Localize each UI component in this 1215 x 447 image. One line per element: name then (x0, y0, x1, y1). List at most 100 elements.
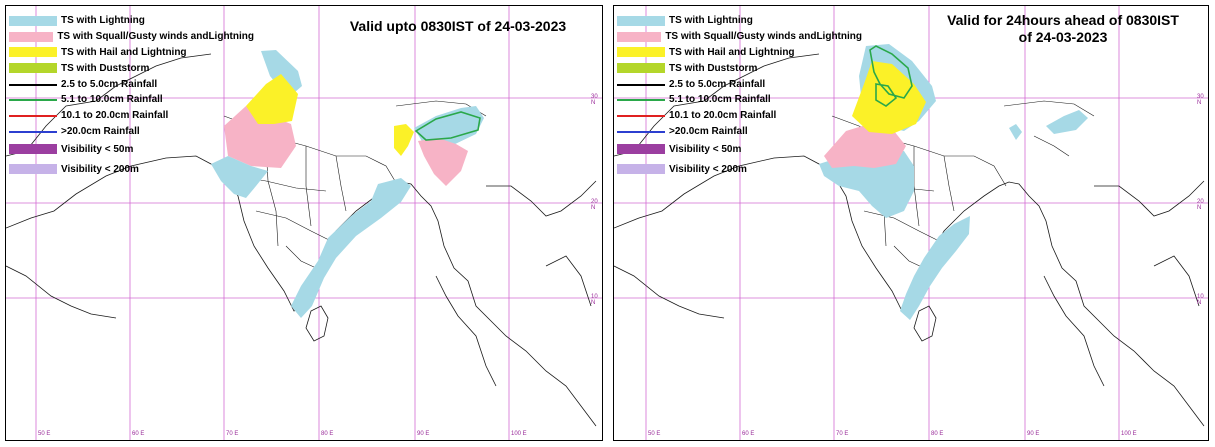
legend-label: Visibility < 200m (669, 163, 747, 175)
lon-tick-label: 50 E (648, 431, 661, 437)
legend-label: 5.1 to 10.0cm Rainfall (669, 94, 771, 106)
legend-item-vis-200: Visibility < 200m (9, 159, 254, 179)
legend-item-ts-lightning: TS with Lightning (617, 13, 862, 29)
lat-tick-label: 20 N (1197, 199, 1204, 211)
legend-swatch (617, 15, 665, 26)
legend-label: 2.5 to 5.0cm Rainfall (61, 78, 158, 90)
lat-lon-grid (614, 6, 1208, 440)
legend-label: TS with Lightning (669, 15, 753, 27)
lon-tick-label: 100 E (1121, 431, 1137, 437)
zone-ts-lightning-east-coast (291, 178, 411, 318)
zone-ts-hail-ne (394, 124, 414, 156)
legend-label: 5.1 to 10.0cm Rainfall (61, 94, 163, 106)
legend-swatch (617, 164, 665, 175)
legend-label: TS with Duststorm (669, 62, 758, 74)
legend-item-ts-hail: TS with Hail and Lightning (9, 45, 254, 61)
zone-ts-lightning-ne (1046, 110, 1088, 134)
legend-label: Visibility < 50m (61, 143, 134, 155)
lat-tick-label: 30 N (591, 94, 598, 106)
zone-ts-lightning-east-coast (900, 216, 970, 320)
legend-item-rain-101-200: 10.1 to 20.0cm Rainfall (617, 108, 862, 124)
legend-item-ts-hail: TS with Hail and Lightning (617, 45, 862, 61)
lon-tick-label: 80 E (321, 431, 334, 437)
zone-ts-squall-west (824, 124, 906, 168)
zone-ts-lightning-nw (261, 50, 302, 98)
zone-ts-squall-ne (418, 138, 468, 186)
map-panel-forecast: 30 N 20 N 10 N 50 E 60 E 70 E 80 E 90 E … (613, 5, 1209, 441)
map-legend: TS with Lightning TS with Squall/Gusty wi… (617, 13, 862, 179)
lat-tick-label: 20 N (591, 199, 598, 211)
lon-tick-label: 90 E (1027, 431, 1040, 437)
legend-label: 2.5 to 5.0cm Rainfall (669, 78, 766, 90)
legend-item-rain-25-50: 2.5 to 5.0cm Rainfall (617, 76, 862, 92)
legend-item-rain-51-100: 5.1 to 10.0cm Rainfall (9, 92, 254, 108)
legend-item-rain-gt-20: >20.0cm Rainfall (617, 124, 862, 140)
map-title: Valid upto 0830IST of 24-03-2023 (333, 18, 583, 35)
legend-swatch (9, 15, 57, 26)
map-legend: TS with Lightning TS with Squall/Gusty wi… (9, 13, 254, 179)
legend-swatch (617, 47, 665, 58)
map-panel-current: 30 N 20 N 10 N 50 E 60 E 70 E 80 E 90 E … (5, 5, 603, 441)
legend-swatch (617, 130, 665, 133)
lon-tick-label: 50 E (38, 431, 51, 437)
zone-ts-hail-nw (246, 74, 298, 124)
legend-swatch (617, 63, 665, 74)
legend-label: >20.0cm Rainfall (669, 125, 748, 137)
legend-label: 10.1 to 20.0cm Rainfall (669, 110, 777, 122)
legend-item-rain-101-200: 10.1 to 20.0cm Rainfall (9, 108, 254, 124)
lon-tick-label: 70 E (836, 431, 849, 437)
legend-swatch (9, 47, 57, 58)
legend-swatch (9, 130, 57, 133)
legend-item-vis-50: Visibility < 50m (9, 139, 254, 159)
legend-label: TS with Squall/Gusty winds andLightning (665, 31, 862, 43)
legend-label: TS with Squall/Gusty winds andLightning (57, 31, 254, 43)
zone-ts-hail-north (852, 61, 926, 134)
lon-tick-label: 60 E (742, 431, 755, 437)
zone-ts-lightning-west (211, 156, 268, 198)
legend-swatch (9, 63, 57, 74)
lat-tick-label: 10 N (591, 294, 598, 306)
legend-item-rain-gt-20: >20.0cm Rainfall (9, 124, 254, 140)
zone-ts-lightning-ne-small (1009, 124, 1022, 140)
legend-label: TS with Lightning (61, 15, 145, 27)
legend-swatch (617, 144, 665, 155)
lon-tick-label: 80 E (931, 431, 944, 437)
zone-ts-lightning-ne (414, 106, 484, 148)
forecast-zones (211, 50, 484, 318)
lon-tick-label: 60 E (132, 431, 145, 437)
legend-swatch (9, 115, 57, 118)
legend-swatch (9, 164, 57, 175)
rain-contour-north (869, 45, 913, 107)
lon-tick-label: 90 E (417, 431, 430, 437)
map-title-line: of 24-03-2023 (1018, 29, 1108, 45)
legend-label: Visibility < 200m (61, 163, 139, 175)
map-title: Valid for 24hours ahead of 0830IST of 24… (932, 12, 1194, 46)
legend-swatch (617, 115, 665, 118)
legend-label: TS with Duststorm (61, 62, 150, 74)
legend-item-vis-200: Visibility < 200m (617, 159, 862, 179)
legend-swatch (9, 83, 57, 86)
legend-swatch (9, 144, 57, 155)
map-canvas (614, 6, 1208, 440)
legend-item-rain-51-100: 5.1 to 10.0cm Rainfall (617, 92, 862, 108)
legend-swatch (617, 83, 665, 86)
legend-swatch (617, 31, 662, 42)
legend-item-ts-duststorm: TS with Duststorm (617, 60, 862, 76)
forecast-zones (819, 44, 1088, 320)
legend-item-ts-duststorm: TS with Duststorm (9, 60, 254, 76)
legend-item-vis-50: Visibility < 50m (617, 139, 862, 159)
legend-label: Visibility < 50m (669, 143, 742, 155)
legend-swatch (617, 99, 665, 102)
legend-item-ts-lightning: TS with Lightning (9, 13, 254, 29)
legend-swatch (9, 31, 54, 42)
map-title-line: Valid for 24hours ahead of 0830IST (947, 12, 1179, 28)
lon-tick-label: 70 E (226, 431, 239, 437)
map-title-line: Valid upto 0830IST of 24-03-2023 (349, 18, 567, 34)
lat-tick-label: 30 N (1197, 94, 1204, 106)
legend-item-rain-25-50: 2.5 to 5.0cm Rainfall (9, 76, 254, 92)
rain-contour-ne (414, 111, 481, 141)
lon-tick-label: 100 E (511, 431, 527, 437)
legend-label: >20.0cm Rainfall (61, 125, 140, 137)
lat-tick-label: 10 N (1197, 294, 1204, 306)
coastline (614, 53, 1205, 427)
